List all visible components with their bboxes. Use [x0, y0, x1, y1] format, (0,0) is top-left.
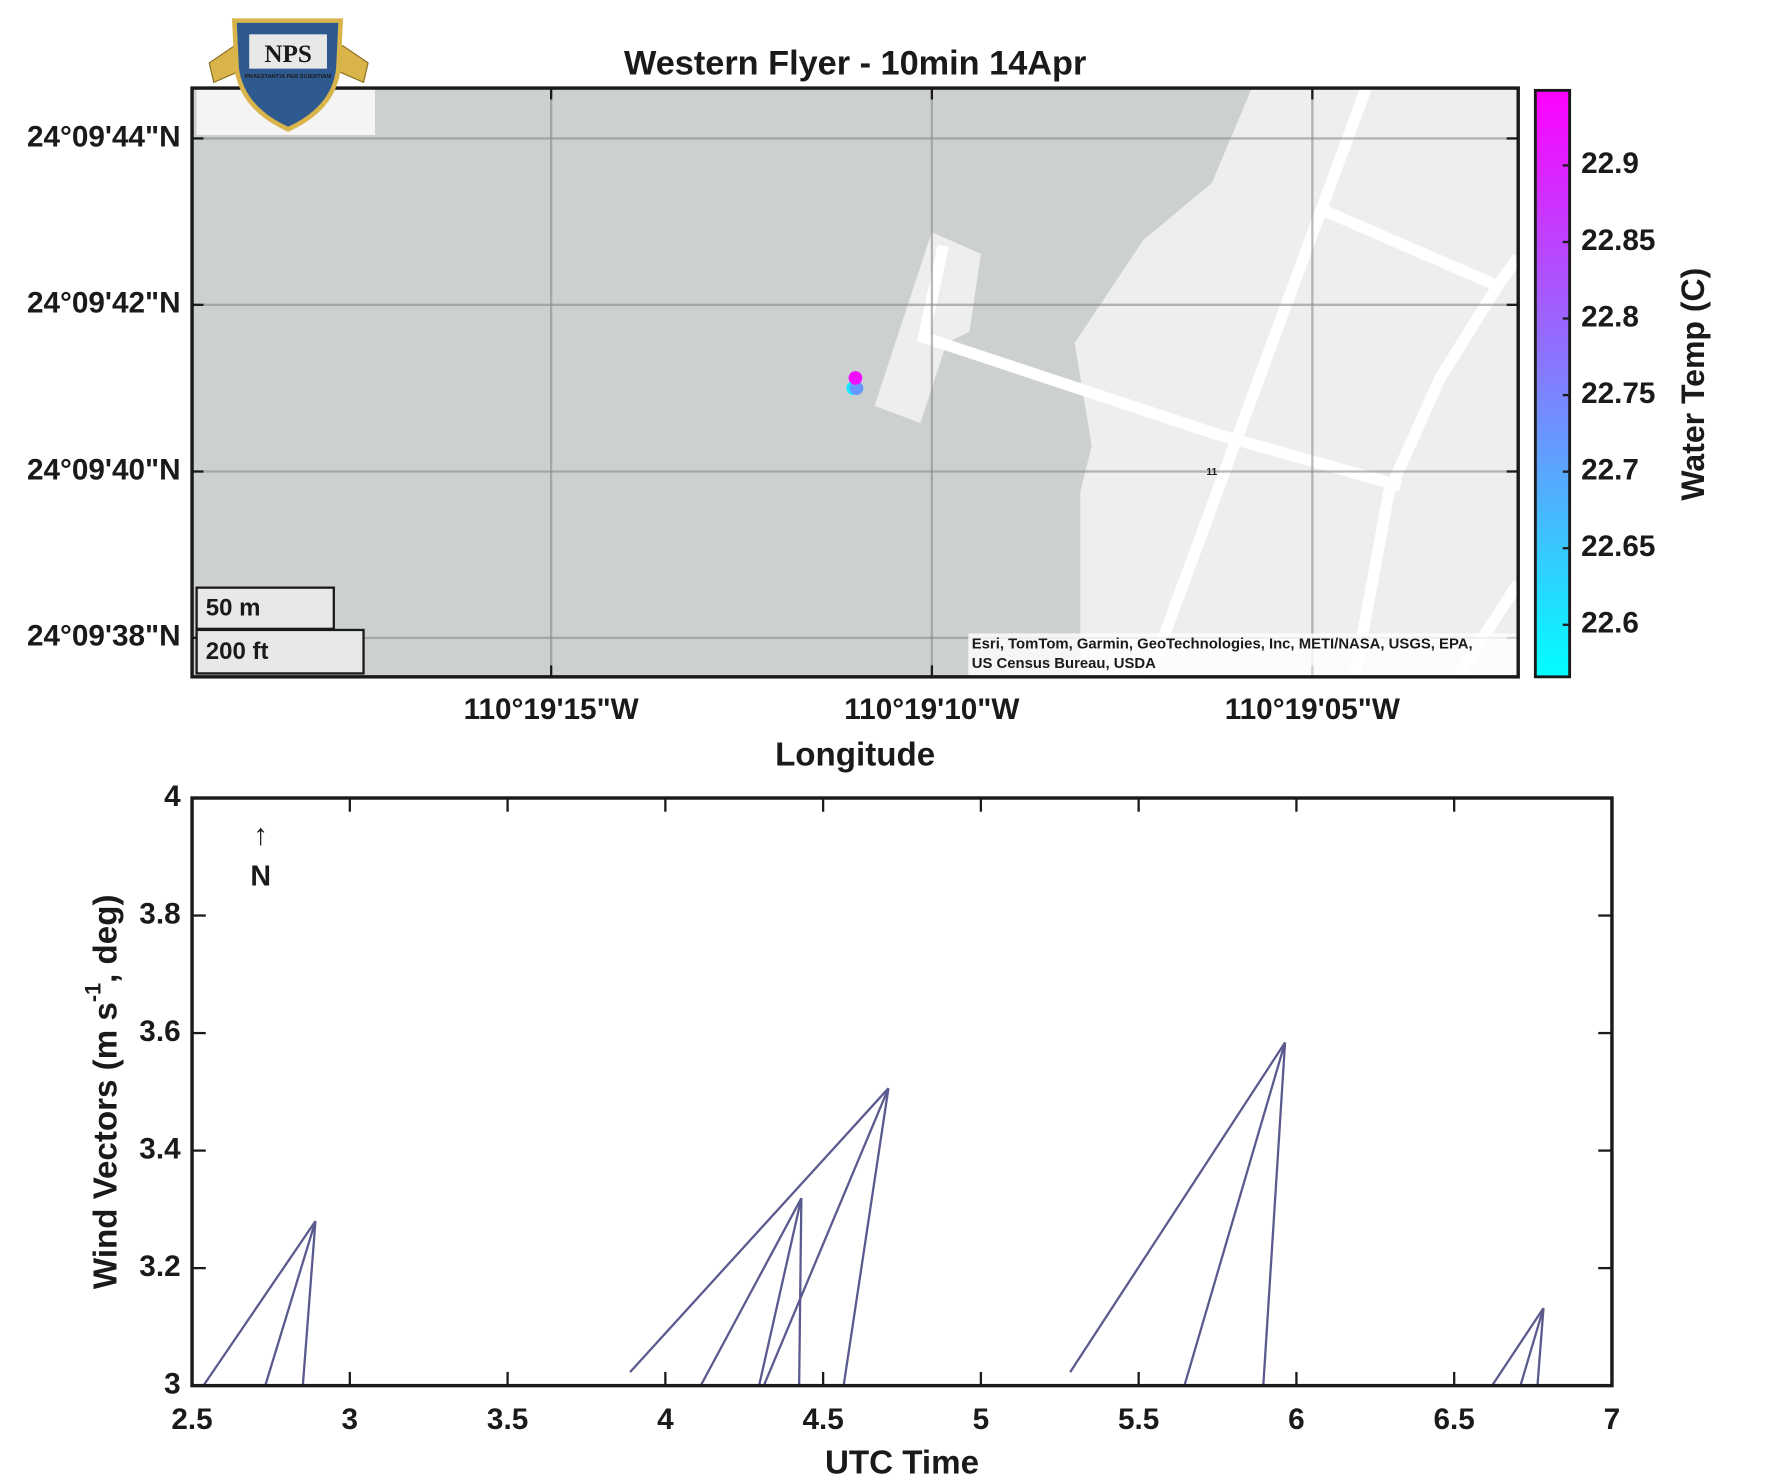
scalebar-box [195, 586, 335, 630]
y-tick-label: 3.8 [139, 897, 180, 930]
x-axis-label: Longitude [775, 737, 935, 774]
axes-frame [190, 86, 1520, 679]
colorbar-tick-label: 22.65 [1581, 530, 1655, 563]
scalebar-box [195, 628, 365, 675]
wind-vector [1536, 1307, 1545, 1386]
attribution: US Census Bureau, USDA [972, 656, 1156, 672]
wind-vector [1491, 1307, 1545, 1387]
wind-vector [757, 1197, 803, 1386]
chart-title: Western Flyer - 10min 14Apr [624, 44, 1086, 82]
colorbar-tick-label: 22.7 [1581, 453, 1639, 486]
wind-vector [699, 1197, 803, 1387]
feather-axes: 2.5 3 3.5 4 4.5 5 5.5 6 6.5 733.23.43.63.84↑NUTC … [81, 780, 1621, 1476]
x-tick-label: 5 [973, 1403, 990, 1436]
attribution: Esri, TomTom, Garmin, GeoTechnologies, I… [972, 637, 1473, 653]
colorbar-label: Water Temp (C) [1675, 268, 1711, 501]
axes-frame [190, 796, 1614, 1388]
data-point [848, 371, 863, 385]
colorbar-tick-label: 22.6 [1581, 607, 1639, 640]
x-tick-label: 110°19'05"W [1225, 693, 1401, 726]
colorbar-tick-label: 22.85 [1581, 224, 1655, 257]
x-tick-label: 4.5 [802, 1403, 843, 1436]
colorbar [1533, 88, 1572, 679]
wind-vector [264, 1220, 317, 1386]
colorbar-tick-label: 22.75 [1581, 377, 1655, 410]
x-tick-label: 110°19'10"W [844, 693, 1020, 726]
colorbar-tick-label: 22.9 [1581, 147, 1639, 180]
x-tick-label: 110°19'15"W [464, 693, 640, 726]
map-label: 11 [1206, 467, 1217, 478]
scalebar-label: 200 ft [206, 638, 269, 665]
wind-vector [629, 1087, 890, 1373]
x-tick-label: 6.5 [1434, 1403, 1475, 1436]
wind-vector [1262, 1042, 1287, 1386]
y-tick-label: 24°09'38"N [27, 620, 181, 653]
y-axis-label-part: -1 [81, 983, 106, 1002]
y-tick-label: 3 [164, 1367, 181, 1400]
north-label: N [250, 861, 271, 893]
logo: NPS PRAESTANTIA PER SCIENTIAM [208, 18, 369, 132]
colorbar-tick-label: 22.8 [1581, 300, 1639, 333]
y-axis-label-part: , deg) [87, 894, 124, 982]
y-axis-label-part: Wind Vectors (m s [87, 1002, 124, 1289]
x-tick-label: 4 [657, 1403, 674, 1436]
y-tick-label: 24°09'42"N [27, 287, 181, 320]
wind-vector [1519, 1307, 1545, 1386]
y-axis-label: Wind Vectors (m s-1, deg) [81, 894, 125, 1289]
wind-vector [1183, 1042, 1287, 1386]
data-point [849, 381, 864, 396]
x-tick-label: 6 [1288, 1403, 1305, 1436]
wind-vector [301, 1221, 317, 1386]
scalebar-label: 50 m [206, 595, 261, 622]
y-tick-label: 24°09'40"N [27, 453, 181, 486]
wind-vector [797, 1198, 803, 1386]
y-tick-label: 3.4 [139, 1132, 181, 1165]
y-tick-label: 4 [164, 780, 181, 813]
wind-vector [762, 1087, 890, 1387]
y-tick-label: 3.6 [139, 1015, 180, 1048]
map-axes: Western Flyer - 10min 14Apr 110°19'15"W 11… [27, 44, 1711, 773]
logo-text: NPS [264, 41, 312, 68]
x-axis-label: UTC Time [825, 1444, 979, 1476]
x-tick-label: 3.5 [487, 1403, 528, 1436]
attribution-box [968, 633, 1519, 677]
y-tick-label: 24°09'44"N [27, 120, 181, 153]
x-tick-label: 2.5 [171, 1403, 212, 1436]
x-tick-label: 5.5 [1118, 1403, 1159, 1436]
x-tick-label: 3 [342, 1403, 359, 1436]
x-tick-label: 7 [1604, 1403, 1621, 1436]
wind-vector [842, 1088, 890, 1386]
logo-motto: PRAESTANTIA PER SCIENTIAM [245, 74, 331, 80]
wind-vector [1069, 1041, 1287, 1373]
north-arrow: ↑ [253, 819, 268, 852]
wind-vector [202, 1220, 317, 1387]
y-tick-label: 3.2 [139, 1250, 180, 1283]
